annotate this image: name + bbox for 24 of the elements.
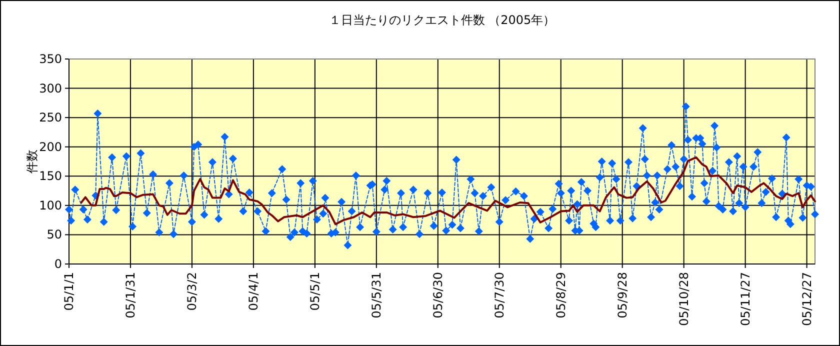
x-tick-label: 05/12/27 (800, 272, 814, 326)
x-tick-label: 05/3/2 (184, 272, 199, 311)
x-tick-label: 05/6/30 (430, 272, 445, 318)
y-axis-title: 件数 (25, 150, 39, 174)
y-tick-label: 300 (39, 81, 62, 96)
line-series (80, 156, 816, 226)
x-tick-label: 05/1/1 (62, 272, 76, 311)
x-tick-label: 05/5/31 (369, 272, 384, 318)
chart-title: １日当たりのリクエスト件数 （2005年） (328, 13, 556, 27)
x-tick-label: 05/8/29 (554, 272, 568, 318)
y-tick-label: 0 (54, 257, 62, 271)
x-tick-label: 05/11/27 (738, 272, 752, 326)
y-tick-label: 250 (39, 110, 62, 125)
x-tick-label: 05/5/1 (308, 272, 322, 311)
x-tick-label: 05/1/31 (123, 272, 138, 318)
y-tick-label: 50 (46, 228, 62, 242)
y-tick-label: 100 (39, 198, 62, 212)
y-tick-label: 150 (39, 169, 62, 184)
x-tick-label: 05/4/1 (246, 272, 260, 311)
x-tick-label: 05/7/30 (492, 272, 506, 318)
x-tick-label: 05/10/28 (676, 272, 691, 326)
x-tick-label: 05/9/28 (615, 272, 630, 318)
y-tick-label: 350 (39, 52, 62, 66)
y-tick-label: 200 (39, 140, 62, 154)
